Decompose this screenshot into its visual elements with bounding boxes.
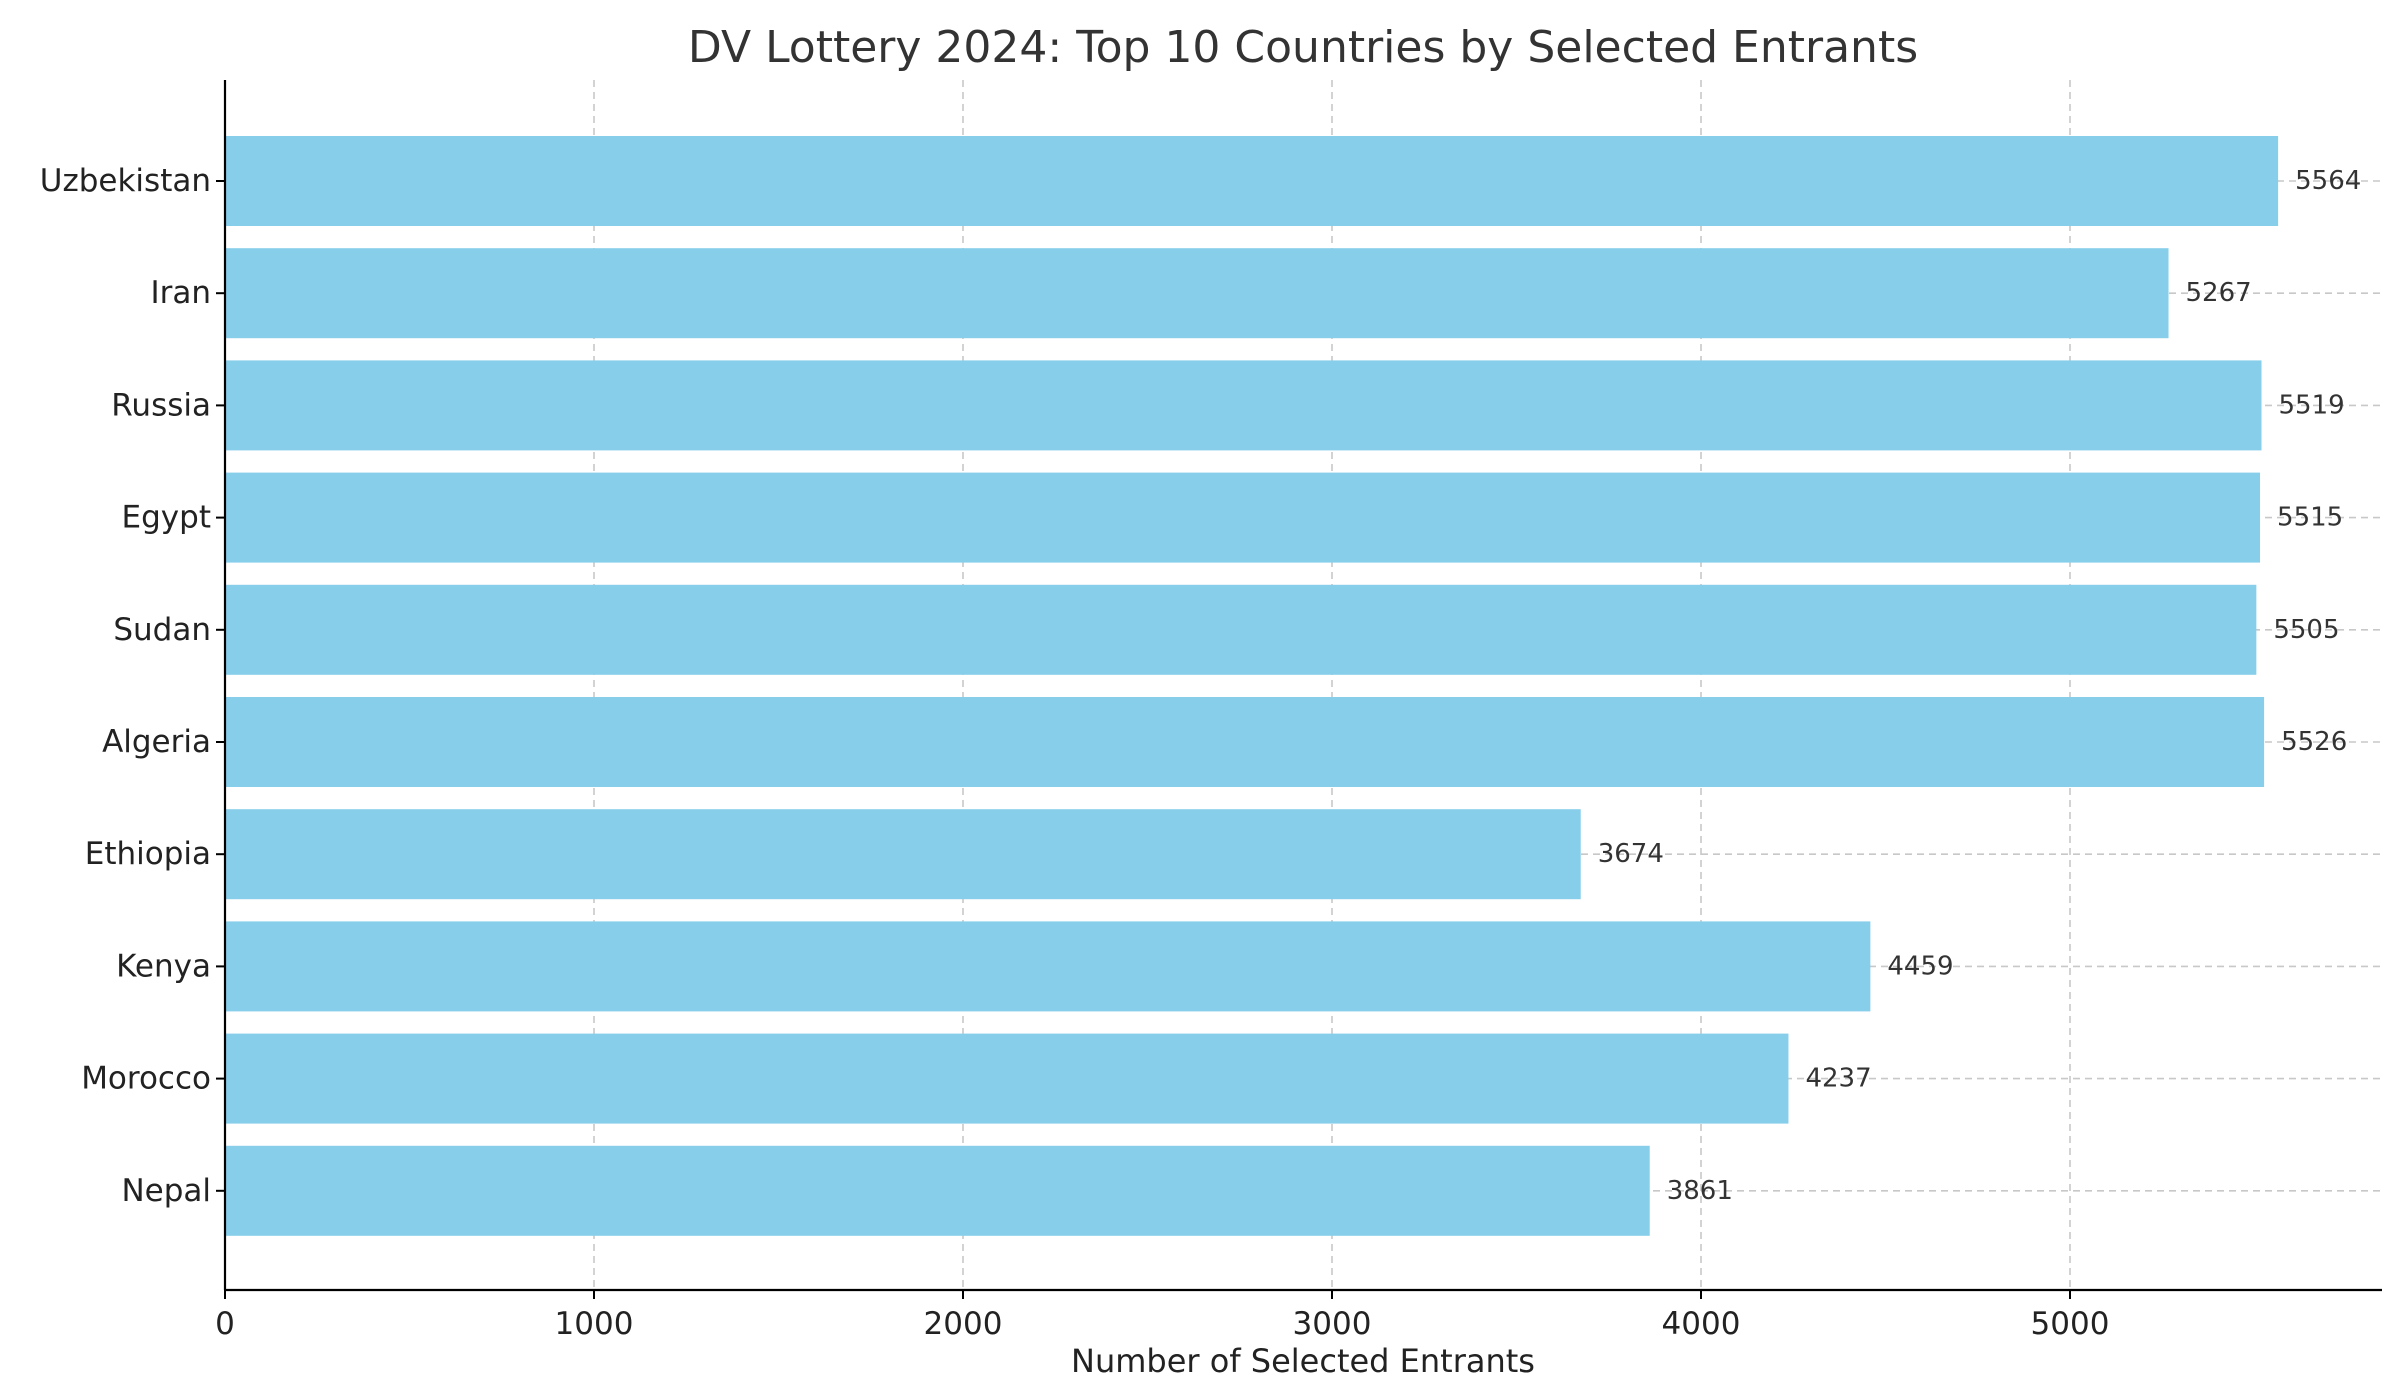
- x-tick-label: 2000: [924, 1306, 1003, 1342]
- bar: [225, 1145, 1650, 1236]
- data-label: 3861: [1667, 1176, 1733, 1206]
- bar: [225, 1033, 1789, 1124]
- y-tick-label: Sudan: [113, 612, 211, 648]
- bar: [225, 248, 2169, 339]
- bar: [225, 697, 2265, 787]
- bar: [225, 921, 1871, 1012]
- y-tick-label: Egypt: [122, 500, 211, 536]
- bar: [225, 136, 2279, 226]
- data-label: 5267: [2186, 278, 2252, 308]
- bar: [225, 584, 2257, 675]
- y-tick-label: Kenya: [116, 948, 211, 984]
- x-axis-label: Number of Selected Entrants: [1071, 1342, 1535, 1380]
- data-label: 5519: [2279, 390, 2345, 420]
- data-labels: 5564 5267 5519 5515 5505 5526 3674 4459 4237 3861: [1598, 166, 2362, 1206]
- y-tick-labels: Uzbekistan Iran Russia Egypt Sudan Algeria Eth…: [40, 163, 211, 1209]
- x-tick-label: 3000: [1293, 1306, 1372, 1342]
- data-label: 4237: [1805, 1064, 1871, 1094]
- y-tick-label: Ethiopia: [85, 836, 211, 872]
- x-tick-label: 1000: [555, 1306, 634, 1342]
- y-tick-label: Algeria: [102, 724, 211, 760]
- x-tick-label: 0: [215, 1306, 235, 1342]
- data-label: 4459: [1887, 951, 1953, 981]
- data-label: 5526: [2281, 727, 2347, 757]
- y-tick-label: Russia: [111, 387, 211, 423]
- chart-title: DV Lottery 2024: Top 10 Countries by Sel…: [688, 22, 1918, 73]
- bar: [225, 809, 1581, 900]
- bar: [225, 360, 2262, 451]
- y-tick-label: Uzbekistan: [40, 163, 211, 199]
- x-tick-label: 4000: [1662, 1306, 1741, 1342]
- x-tick-label: 5000: [2031, 1306, 2110, 1342]
- axes: [216, 80, 2382, 1299]
- bars: [225, 136, 2279, 1236]
- data-label: 5515: [2277, 503, 2343, 533]
- data-label: 3674: [1598, 839, 1664, 869]
- y-tick-label: Nepal: [121, 1173, 211, 1209]
- y-tick-label: Morocco: [81, 1061, 211, 1097]
- x-tick-labels: 0 1000 2000 3000 4000 5000: [215, 1306, 2109, 1342]
- y-tick-label: Iran: [150, 275, 211, 311]
- data-label: 5564: [2295, 166, 2361, 196]
- data-label: 5505: [2273, 615, 2339, 645]
- bar: [225, 472, 2261, 563]
